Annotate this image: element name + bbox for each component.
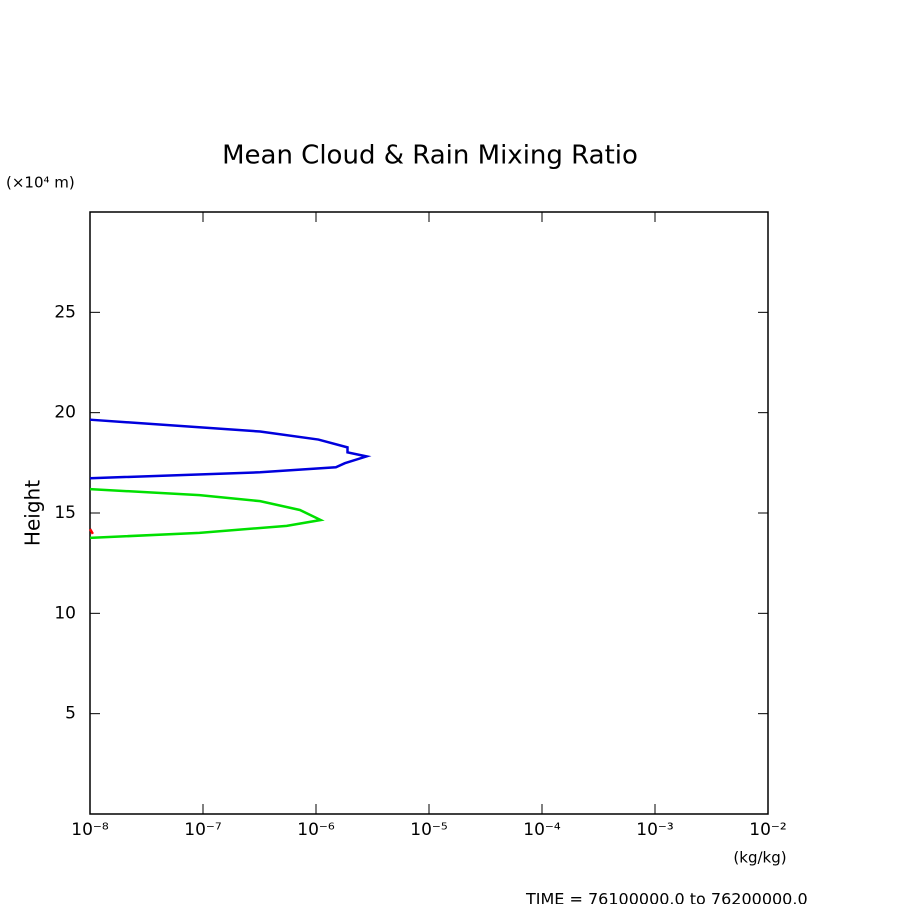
y-axis-label: Height [21, 480, 45, 546]
x-tick-label: 10⁻² [749, 820, 786, 840]
series-line [89, 418, 372, 480]
y-unit: (×10⁴ m) [6, 174, 75, 192]
x-tick-label: 10⁻⁷ [184, 820, 222, 840]
x-tick-label: 10⁻⁸ [71, 820, 109, 840]
series-line [88, 528, 94, 535]
footer: TIME = 76100000.0 to 76200000.0 [525, 890, 808, 904]
chart-title: Mean Cloud & Rain Mixing Ratio [222, 141, 638, 171]
y-tick-label: 5 [65, 704, 76, 724]
x-tick-label: 10⁻³ [636, 820, 673, 840]
plot-frame [89, 211, 769, 815]
y-tick-label: 20 [54, 403, 76, 423]
x-tick-label: 10⁻⁴ [523, 820, 561, 840]
x-tick-label: 10⁻⁶ [297, 820, 335, 840]
y-tick-label: 25 [54, 302, 76, 322]
y-tick-label: 15 [54, 503, 76, 523]
y-tick-label: 10 [54, 603, 76, 623]
x-unit: (kg/kg) [733, 849, 786, 867]
series-line [89, 487, 325, 540]
x-tick-label: 10⁻⁵ [410, 820, 447, 840]
